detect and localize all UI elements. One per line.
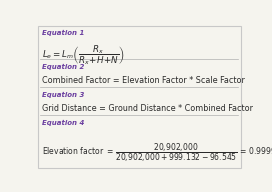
FancyBboxPatch shape <box>38 26 240 168</box>
Text: Equation 4: Equation 4 <box>42 120 85 126</box>
Text: Equation 3: Equation 3 <box>42 92 85 98</box>
Text: Equation 2: Equation 2 <box>42 64 85 70</box>
Text: Elevation factor $=\,\dfrac{20{,}902{,}000}{20{,}902{,}000+999.132-96.545}\,=\,0: Elevation factor $=\,\dfrac{20{,}902{,}0… <box>42 142 272 164</box>
Text: Grid Distance = Ground Distance * Combined Factor: Grid Distance = Ground Distance * Combin… <box>42 104 254 113</box>
Text: $L_e = L_m\left(\dfrac{R_x}{R_x\!+\!H\!+\!N}\right)$: $L_e = L_m\left(\dfrac{R_x}{R_x\!+\!H\!+… <box>42 44 125 67</box>
Text: Combined Factor = Elevation Factor * Scale Factor: Combined Factor = Elevation Factor * Sca… <box>42 75 245 84</box>
Text: Equation 1: Equation 1 <box>42 30 85 36</box>
